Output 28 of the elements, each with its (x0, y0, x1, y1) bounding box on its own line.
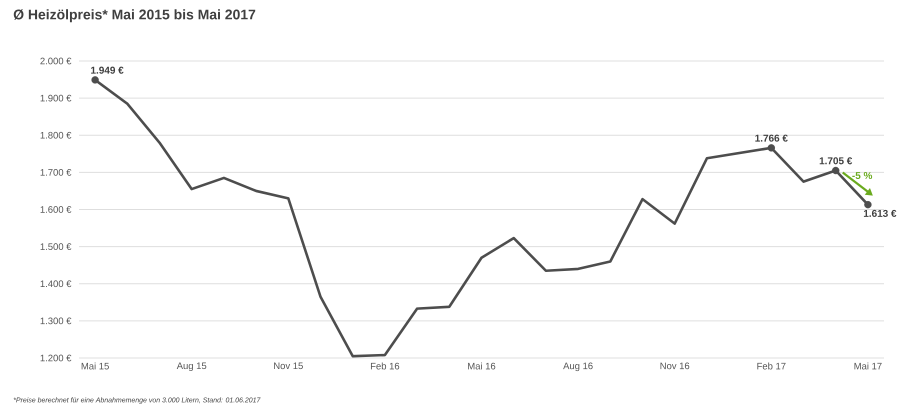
point (864, 200, 872, 208)
x-tick-label: Mai 16 (468, 362, 496, 370)
y-tick-label: 1.800 € (40, 132, 72, 139)
x-tick-label: Aug 15 (176, 362, 206, 371)
y-tick-label: 1.300 € (40, 318, 72, 324)
y-tick-label: 2.000 € (40, 58, 72, 64)
data-label: 1.705 € (820, 157, 852, 164)
x-tick-label: Mai 15 (82, 362, 109, 370)
data-label: 1.613 € (864, 210, 896, 217)
x-tick-label: Feb 16 (370, 362, 400, 370)
point (91, 76, 99, 84)
y-tick-label: 1.500 € (40, 243, 72, 250)
y-tick-label: 1.700 € (40, 169, 72, 176)
point (768, 144, 776, 152)
y-tick-label: 1.900 € (40, 94, 72, 102)
chart-title: Ø Heizölpreis* Mai 2015 bis Mai 2017 (14, 9, 256, 22)
data-label: 1.949 € (91, 66, 124, 74)
x-tick-label: Feb 17 (757, 362, 786, 370)
y-tick-label: 1.200 € (40, 354, 72, 362)
annotation: -5 % (852, 172, 872, 180)
x-tick-label: Aug 16 (563, 362, 593, 372)
data-label: 1.766 € (755, 134, 788, 142)
y-tick-label: 1.400 € (40, 280, 72, 288)
x-tick-label: Mai 17 (854, 362, 882, 370)
point (832, 166, 840, 174)
x-tick-label: Nov 15 (274, 362, 303, 370)
y-tick-label: 1.600 € (40, 206, 72, 213)
x-tick-label: Nov 16 (660, 362, 690, 370)
